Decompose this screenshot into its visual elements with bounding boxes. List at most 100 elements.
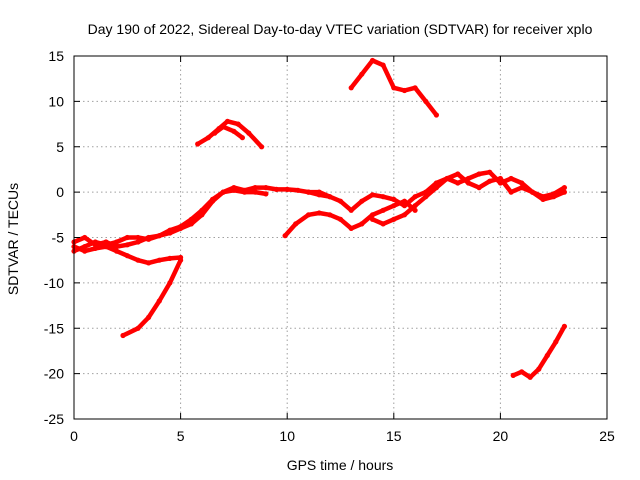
series-arc-5 bbox=[195, 118, 265, 150]
data-point bbox=[369, 216, 376, 222]
data-point bbox=[293, 221, 299, 227]
chart-title: Day 190 of 2022, Sidereal Day-to-day VTE… bbox=[88, 21, 593, 37]
data-point bbox=[188, 216, 194, 222]
y-tick-label: 5 bbox=[56, 139, 64, 155]
data-point bbox=[103, 239, 109, 245]
data-point bbox=[252, 185, 258, 191]
data-point bbox=[527, 374, 533, 380]
y-tick-label: 15 bbox=[48, 48, 64, 64]
data-point bbox=[423, 194, 429, 200]
data-point bbox=[263, 185, 269, 191]
data-point bbox=[391, 203, 397, 209]
series-line bbox=[120, 257, 183, 338]
data-point bbox=[401, 87, 408, 94]
y-tick-label: -5 bbox=[52, 230, 65, 246]
data-point bbox=[239, 135, 245, 141]
y-tick-label: -10 bbox=[44, 275, 64, 291]
data-point bbox=[348, 207, 354, 213]
series-arc-4 bbox=[120, 257, 184, 339]
data-point bbox=[412, 85, 418, 91]
data-point bbox=[252, 189, 258, 195]
data-point bbox=[124, 253, 130, 259]
series-arc-2 bbox=[71, 187, 269, 250]
data-point bbox=[135, 325, 141, 331]
data-point bbox=[259, 144, 265, 150]
data-point bbox=[561, 185, 568, 191]
y-tick-label: -20 bbox=[44, 366, 64, 382]
data-point bbox=[242, 189, 248, 195]
data-point bbox=[295, 187, 301, 193]
data-point bbox=[124, 234, 130, 241]
data-point bbox=[305, 189, 312, 195]
series-arc-11 bbox=[510, 323, 568, 380]
data-point bbox=[316, 210, 322, 216]
data-point bbox=[536, 366, 542, 372]
data-point bbox=[380, 221, 386, 227]
data-point bbox=[167, 227, 173, 233]
data-point bbox=[455, 171, 461, 177]
data-point bbox=[220, 189, 226, 195]
x-tick-label: 0 bbox=[70, 428, 78, 444]
data-point bbox=[212, 130, 218, 136]
data-point bbox=[551, 194, 557, 200]
series-line bbox=[306, 171, 567, 213]
data-point bbox=[380, 62, 386, 68]
series-arc-3 bbox=[71, 244, 184, 266]
data-point bbox=[246, 130, 252, 136]
grid-lines bbox=[74, 56, 607, 419]
data-point bbox=[327, 212, 333, 218]
data-point bbox=[423, 98, 429, 104]
data-point bbox=[305, 212, 312, 218]
data-point bbox=[224, 118, 231, 124]
x-tick-label: 20 bbox=[493, 428, 509, 444]
data-point bbox=[369, 212, 376, 218]
data-point bbox=[135, 239, 141, 245]
series-arc-7 bbox=[282, 198, 418, 239]
data-point bbox=[205, 135, 211, 141]
data-point bbox=[519, 369, 525, 375]
data-point bbox=[391, 85, 397, 91]
data-point bbox=[412, 203, 418, 209]
data-point bbox=[316, 189, 322, 195]
data-point bbox=[476, 185, 482, 191]
data-point bbox=[337, 198, 344, 204]
data-point bbox=[455, 180, 461, 186]
data-point bbox=[401, 203, 408, 209]
data-point bbox=[273, 186, 280, 192]
data-point bbox=[476, 171, 482, 177]
series-arc-10 bbox=[348, 57, 439, 118]
x-tick-label: 15 bbox=[386, 428, 402, 444]
data-point bbox=[391, 196, 397, 202]
x-tick-label: 5 bbox=[177, 428, 185, 444]
data-point bbox=[124, 242, 130, 248]
data-point bbox=[433, 112, 439, 118]
data-point bbox=[540, 196, 546, 202]
data-point bbox=[195, 141, 201, 147]
data-point bbox=[337, 216, 344, 222]
series-arc-6 bbox=[212, 124, 245, 141]
data-point bbox=[263, 191, 269, 197]
series-line bbox=[212, 124, 245, 140]
data-point bbox=[114, 244, 120, 250]
data-point bbox=[380, 207, 386, 213]
data-point bbox=[82, 234, 88, 241]
y-tick-label: 10 bbox=[48, 93, 64, 109]
data-point bbox=[220, 124, 226, 130]
data-point bbox=[359, 221, 365, 227]
data-point bbox=[391, 216, 397, 222]
series-line bbox=[71, 188, 269, 249]
data-point bbox=[156, 233, 162, 239]
data-point bbox=[199, 207, 205, 213]
data-point bbox=[210, 196, 216, 202]
data-point bbox=[282, 233, 288, 239]
data-point bbox=[561, 323, 568, 329]
data-point bbox=[561, 189, 568, 195]
data-point bbox=[359, 198, 365, 204]
data-point bbox=[433, 185, 439, 191]
data-point bbox=[146, 234, 152, 241]
data-point bbox=[369, 57, 376, 64]
series-arc-9 bbox=[369, 169, 568, 227]
data-point bbox=[327, 194, 333, 200]
series-line bbox=[195, 119, 264, 150]
data-point bbox=[178, 224, 184, 230]
